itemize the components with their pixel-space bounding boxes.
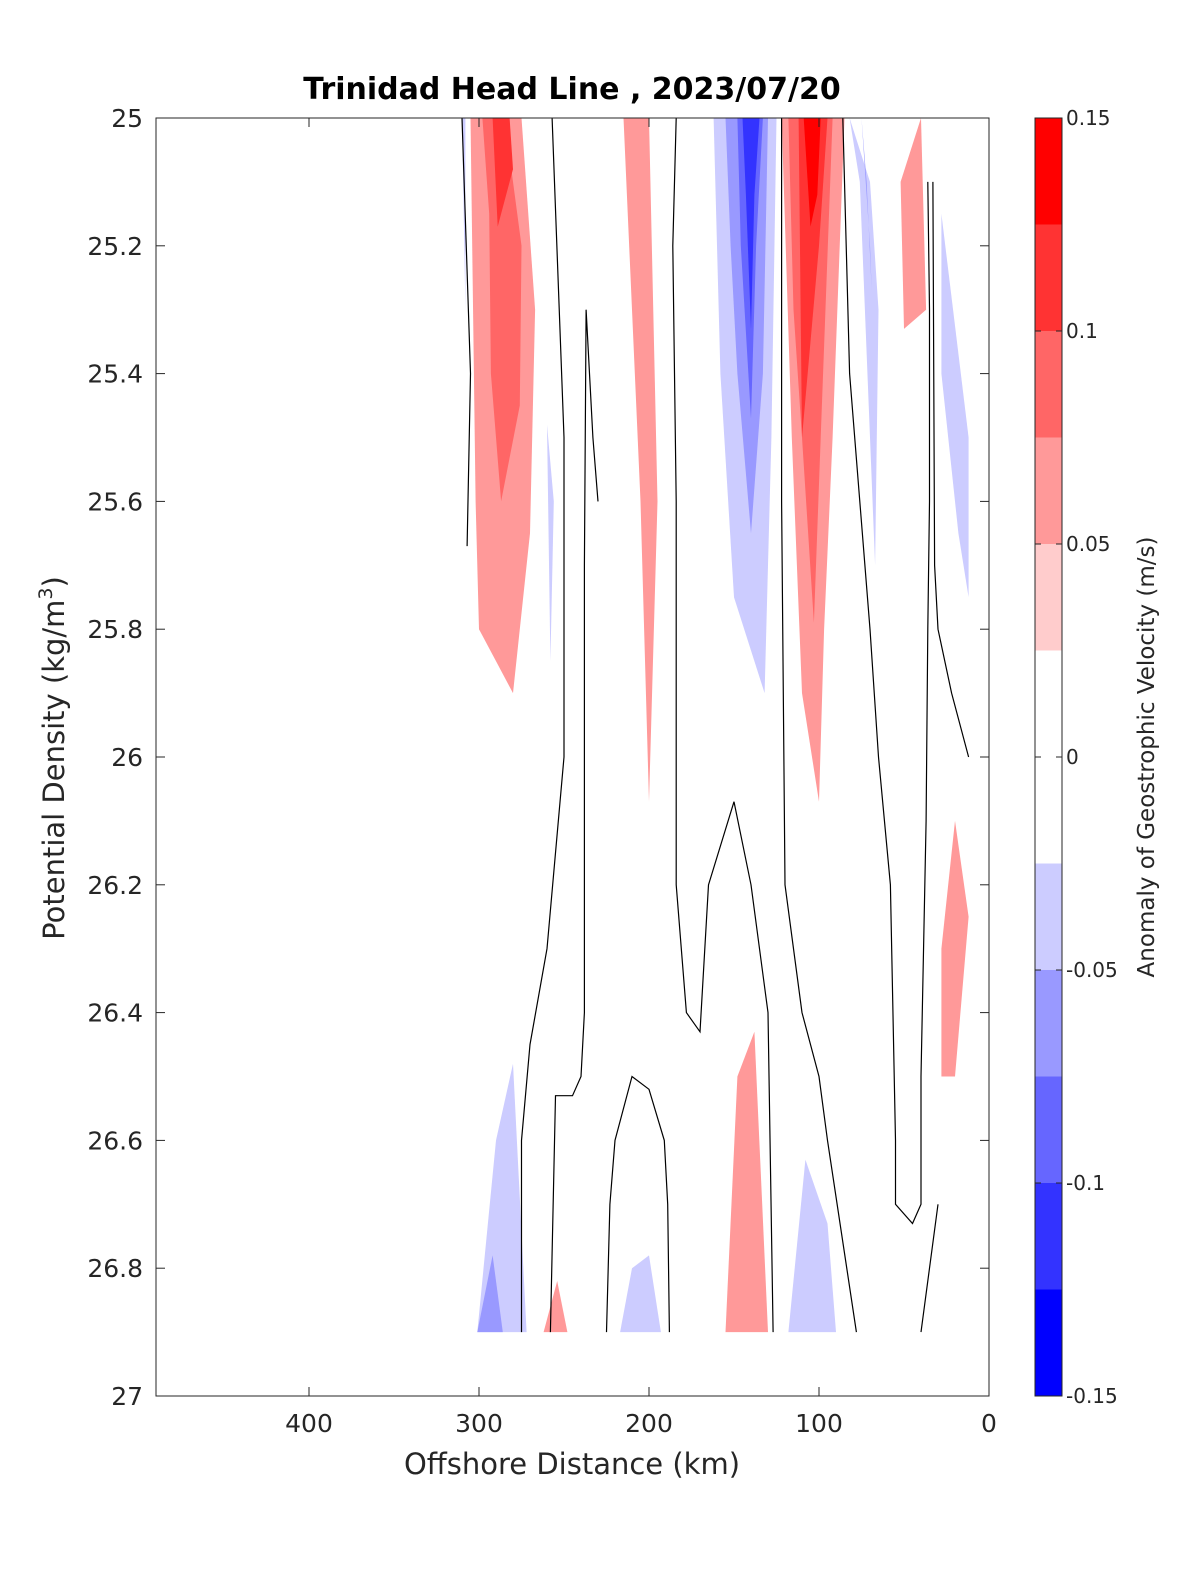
- zero-contour-line: [932, 181, 970, 758]
- x-tick-label: 300: [455, 1409, 503, 1438]
- positive-anomaly-region: [798, 118, 828, 438]
- y-tick-label: 25.2: [87, 232, 143, 261]
- negative-anomaly-region: [742, 118, 760, 329]
- x-tick-label: 200: [625, 1409, 673, 1438]
- positive-anomaly-region: [492, 118, 513, 227]
- y-tick-label: 26: [111, 743, 143, 772]
- colorbar-bin: [1035, 1076, 1062, 1183]
- y-axis-label-main: Potential Density (kg/m: [37, 600, 71, 940]
- negative-anomaly-region: [547, 424, 554, 662]
- y-tick-label: 26.6: [87, 1126, 143, 1155]
- colorbar-bin: [1035, 544, 1062, 651]
- positive-anomaly-region: [941, 820, 969, 1077]
- positive-anomaly-region: [543, 1281, 568, 1333]
- negative-anomaly-region: [477, 1063, 527, 1333]
- zero-contour-line: [520, 117, 565, 1333]
- zero-contour-line: [672, 117, 774, 1333]
- plot-area: [155, 117, 990, 1397]
- positive-anomaly-region: [803, 118, 821, 227]
- y-tick-label: 25: [111, 104, 143, 133]
- x-tick-label: 400: [285, 1409, 333, 1438]
- positive-anomaly-region: [725, 1031, 768, 1333]
- x-axis-label: Offshore Distance (km): [404, 1447, 740, 1481]
- filled-contours: [462, 118, 969, 1333]
- colorbar-bin: [1035, 437, 1062, 544]
- positive-anomaly-region: [482, 118, 522, 502]
- y-tick-label: 26.4: [87, 999, 143, 1028]
- zero-contour-line: [549, 309, 599, 1333]
- zero-contour-line: [842, 117, 931, 1225]
- colorbar-tick-label: 0: [1066, 745, 1079, 769]
- negative-anomaly-region: [462, 118, 466, 310]
- positive-anomaly-region: [900, 118, 927, 329]
- zero-contour-line: [780, 118, 857, 1333]
- colorbar-bin: [1035, 1289, 1062, 1396]
- colorbar-tick-label: -0.1: [1066, 1171, 1105, 1195]
- colorbar-tick-label: -0.15: [1066, 1384, 1118, 1408]
- plot-background: [156, 118, 989, 1396]
- positive-anomaly-region: [623, 118, 658, 802]
- y-tick-label: 25.8: [87, 615, 143, 644]
- y-axis-label: Potential Density (kg/m3): [35, 576, 71, 940]
- x-tick-label: 100: [795, 1409, 843, 1438]
- zero-contour-line: [920, 1204, 939, 1333]
- y-tick-label: 25.4: [87, 360, 143, 389]
- colorbar-bin: [1035, 970, 1062, 1077]
- colorbar-label: Anomaly of Geostrophic Velocity (m/s): [1134, 537, 1160, 978]
- negative-anomaly-region: [477, 1255, 503, 1333]
- y-axis: 25 25.2 25.4 25.6 25.8 26 26.2 26.4 26.6 26.8 27: [87, 104, 989, 1411]
- y-axis-label-superscript: 3: [35, 587, 57, 599]
- zero-contour-line: [461, 117, 472, 547]
- colorbar-bin: [1035, 118, 1062, 225]
- colorbar: 0.15 0.1 0.05 0 -0.05 -0.1 -0.15: [1034, 106, 1118, 1408]
- colorbar-tick-label: 0.1: [1066, 319, 1098, 343]
- colorbar-bin: [1035, 1183, 1062, 1290]
- zero-contour-line: [605, 1075, 670, 1333]
- colorbar-bin: [1035, 224, 1062, 331]
- colorbar-tick-label: -0.05: [1066, 958, 1118, 982]
- y-tick-label: 26.8: [87, 1254, 143, 1283]
- negative-anomaly-region: [849, 118, 879, 566]
- negative-anomaly-region: [620, 1255, 661, 1333]
- colorbar-bin: [1035, 331, 1062, 438]
- positive-anomaly-region: [788, 118, 833, 623]
- y-tick-label: 26.2: [87, 871, 143, 900]
- x-axis: 400 300 200 100 0: [285, 118, 997, 1438]
- colorbar-tick-label: 0.05: [1066, 532, 1111, 556]
- y-axis-label-suffix: ): [37, 576, 71, 587]
- colorbar-tick-label: 0.15: [1066, 106, 1111, 130]
- colorbar-bin: [1035, 863, 1062, 970]
- negative-anomaly-region: [941, 213, 969, 598]
- x-tick-label: 0: [981, 1409, 997, 1438]
- chart-title: Trinidad Head Line , 2023/07/20: [303, 72, 840, 107]
- y-tick-label: 25.6: [87, 487, 143, 516]
- zero-contour-lines: [461, 117, 970, 1333]
- y-tick-label: 27: [111, 1382, 143, 1411]
- negative-anomaly-region: [788, 1159, 836, 1333]
